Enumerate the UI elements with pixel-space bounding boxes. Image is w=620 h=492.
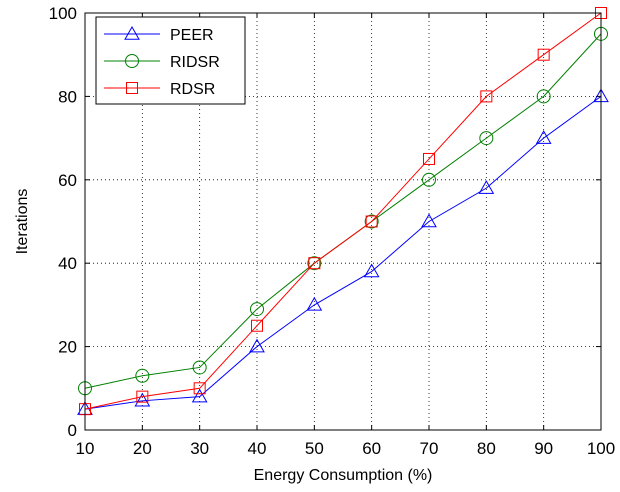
data-point-rdsr (423, 152, 435, 165)
data-point-peer (249, 338, 265, 353)
x-tick-label: 40 (248, 439, 267, 458)
data-point-ridsr (192, 360, 207, 375)
y-tick-label: 0 (68, 421, 77, 440)
data-point-ridsr (250, 302, 264, 317)
data-point-rdsr (480, 90, 493, 103)
legend-marker-peer (124, 25, 140, 40)
data-point-peer (191, 388, 208, 403)
data-point-ridsr (479, 131, 494, 146)
data-point-ridsr (422, 172, 436, 187)
data-point-peer (535, 130, 552, 144)
legend-label-rdsr: RDSR (170, 81, 215, 98)
series-layer (77, 7, 609, 416)
data-point-ridsr (135, 368, 150, 383)
x-tick-label: 70 (420, 439, 439, 458)
y-axis-ticks: 0 20 40 60 80 100 (49, 4, 601, 440)
data-point-peer (421, 213, 437, 228)
plot-frame (84, 12, 602, 431)
series-line-peer (84, 95, 602, 410)
series-line-rdsr (84, 12, 602, 410)
legend-entry-ridsr: RIDSR (104, 54, 220, 71)
data-point-rdsr (537, 48, 550, 61)
legend-label-ridsr: RIDSR (170, 54, 220, 71)
data-point-ridsr (536, 89, 551, 104)
y-axis-label: Iterations (14, 189, 31, 255)
x-tick-label: 50 (305, 439, 324, 458)
legend-label-peer: PEER (170, 27, 214, 44)
data-point-peer (363, 263, 380, 278)
legend: PEER RIDSR RDSR (95, 16, 246, 105)
data-point-peer (306, 296, 323, 311)
data-point-rdsr (136, 390, 149, 403)
y-tick-label: 40 (58, 254, 77, 273)
legend-entry-rdsr: RDSR (104, 81, 215, 98)
x-tick-label: 60 (362, 439, 381, 458)
x-tick-label: 30 (190, 439, 209, 458)
x-tick-label: 20 (133, 439, 152, 458)
x-tick-label: 90 (534, 439, 553, 458)
data-point-rdsr (193, 382, 206, 395)
data-point-peer (134, 392, 151, 407)
data-point-rdsr (251, 319, 263, 332)
data-point-ridsr (307, 256, 322, 271)
x-axis-label: Energy Consumption (%) (254, 467, 433, 484)
legend-marker-ridsr (125, 54, 139, 68)
data-point-rdsr (365, 215, 378, 228)
series-peer (77, 88, 609, 415)
legend-entry-peer: PEER (104, 25, 214, 44)
y-tick-label: 20 (58, 338, 77, 357)
data-point-ridsr (364, 214, 379, 229)
y-tick-label: 80 (58, 87, 77, 106)
x-axis-ticks: 10 20 30 40 50 60 70 80 90 100 (76, 13, 615, 458)
x-tick-label: 100 (587, 439, 615, 458)
x-tick-label: 80 (477, 439, 496, 458)
y-tick-label: 100 (49, 4, 77, 23)
legend-marker-rdsr (126, 82, 138, 94)
data-point-peer (478, 180, 495, 194)
y-tick-label: 60 (58, 171, 77, 190)
x-tick-label: 10 (76, 439, 95, 458)
data-point-rdsr (308, 257, 321, 270)
